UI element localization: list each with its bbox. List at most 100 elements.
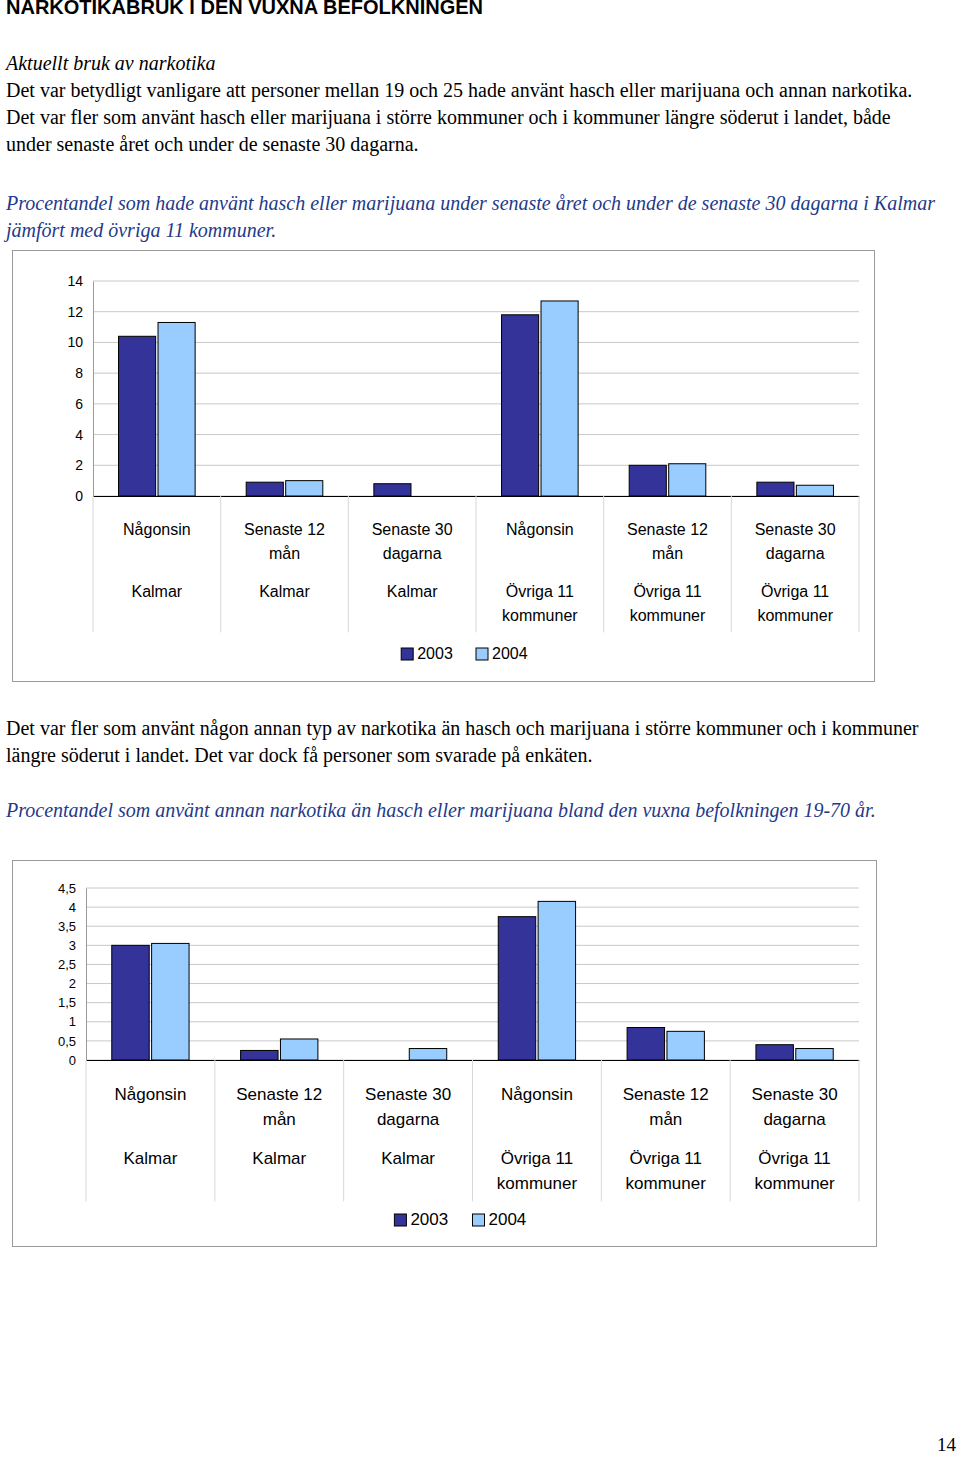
x-axis-label: Senaste 12mån <box>627 521 708 561</box>
x-axis-label: Någonsin <box>506 521 574 538</box>
y-tick-label: 12 <box>67 304 83 320</box>
x-group-axis-tick: Övriga 11kommuner <box>757 496 833 624</box>
x-axis-label: Senaste 12mån <box>236 1085 322 1129</box>
x-group-axis-tick: Kalmar <box>381 1060 435 1168</box>
page-number: 14 <box>937 1434 956 1456</box>
x-group-axis-tick: Kalmar <box>123 1060 177 1168</box>
bar <box>796 485 833 496</box>
bar <box>669 464 706 496</box>
y-tick: 6 <box>75 396 93 412</box>
bar <box>280 1039 317 1060</box>
x-group-axis-label: Övriga 11kommuner <box>502 583 578 623</box>
bar <box>241 1050 278 1060</box>
grid-line <box>93 281 859 282</box>
legend-label: 2004 <box>492 645 528 662</box>
x-axis-tick: Senaste 12mån <box>627 496 708 562</box>
category-separators <box>86 1060 859 1201</box>
bar <box>374 484 411 496</box>
x-group-axis-label: Övriga 11kommuner <box>630 583 706 623</box>
legend-swatch <box>473 1214 485 1226</box>
grid-line <box>86 1021 859 1022</box>
grid-line <box>86 945 859 946</box>
x-axis-tick: Senaste 12mån <box>244 496 325 562</box>
x-group-axis-tick: Kalmar <box>259 496 310 600</box>
y-tick: 2,5 <box>58 957 86 972</box>
bar <box>246 482 283 496</box>
bar <box>541 301 578 496</box>
y-axis-line <box>86 889 87 1061</box>
bar <box>796 1049 833 1060</box>
x-group-axis-label: Övriga 11kommuner <box>757 583 833 623</box>
grid-line <box>86 983 859 984</box>
bar <box>112 945 149 1060</box>
separator <box>730 1060 731 1201</box>
y-tick-label: 2,5 <box>58 957 76 972</box>
y-tick: 1,5 <box>58 995 86 1010</box>
grid <box>93 281 859 496</box>
category-separators <box>93 496 859 632</box>
separator <box>472 1060 473 1201</box>
bar <box>627 1028 664 1060</box>
x-axis-label: Senaste 12mån <box>244 521 325 561</box>
bar <box>286 481 323 496</box>
x-group-axis-label: Kalmar <box>387 583 438 600</box>
grid-line <box>86 1002 859 1003</box>
x-group-axis-tick: Kalmar <box>387 496 438 600</box>
separator <box>214 1060 215 1201</box>
x-axis-tick: Någonsin <box>501 1060 573 1104</box>
bar <box>413 496 450 497</box>
y-tick: 2 <box>69 976 86 991</box>
x-group-axis-label: Övriga 11kommuner <box>626 1149 707 1193</box>
y-tick: 4 <box>75 427 93 443</box>
x-group-axis-tick: Kalmar <box>252 1060 306 1168</box>
x-axis-label: Någonsin <box>501 1085 573 1104</box>
y-tick: 3 <box>69 938 86 953</box>
y-tick-label: 4 <box>75 427 83 443</box>
y-tick: 10 <box>67 334 93 350</box>
separator <box>731 496 732 632</box>
y-tick: 8 <box>75 365 93 381</box>
legend-label: 2003 <box>417 645 453 662</box>
grid <box>86 888 859 1060</box>
y-tick-label: 2 <box>69 976 76 991</box>
separator <box>476 496 477 632</box>
x-group-axis-tick: Kalmar <box>131 496 182 600</box>
x-axis-label: Senaste 12mån <box>623 1085 709 1129</box>
x-axis-tick: Senaste 30dagarna <box>755 496 836 562</box>
heading: NARKOTIKABRUK I DEN VUXNA BEFOLKNINGEN <box>6 0 941 21</box>
bars <box>119 301 834 496</box>
separator <box>220 496 221 632</box>
bar <box>369 1060 406 1061</box>
separator <box>601 1060 602 1201</box>
y-tick: 2 <box>75 457 93 473</box>
y-tick: 1 <box>69 1014 86 1029</box>
grid-line <box>93 403 859 404</box>
x-group-axis-label: Kalmar <box>131 583 182 600</box>
grid-line <box>86 964 859 965</box>
legend-swatch <box>394 1214 406 1226</box>
separator <box>343 1060 344 1201</box>
x-axis-tick: Någonsin <box>123 496 191 538</box>
legend: 2003 2004 <box>401 645 527 662</box>
x-axis-label: Någonsin <box>115 1085 187 1104</box>
y-tick-label: 0 <box>69 1053 76 1068</box>
y-axis-line <box>93 282 94 497</box>
separator <box>859 496 860 632</box>
x-group-axis-tick: Övriga 11kommuner <box>754 1060 835 1193</box>
y-tick-label: 14 <box>67 273 83 289</box>
grid-line <box>93 465 859 466</box>
x-group-axis-tick: Övriga 11kommuner <box>502 496 578 624</box>
y-tick: 0,5 <box>58 1034 86 1049</box>
x-group-axis-label: Övriga 11kommuner <box>497 1149 578 1193</box>
legend-swatch <box>476 648 488 660</box>
bar <box>152 943 189 1060</box>
x-axis-tick: Senaste 12mån <box>623 1060 709 1129</box>
y-tick: 3,5 <box>58 919 86 934</box>
separator <box>348 496 349 632</box>
x-group-axis-label: Kalmar <box>123 1149 177 1168</box>
y-tick: 4,5 <box>58 881 86 896</box>
bar <box>667 1031 704 1060</box>
chart-frame: 00,511,522,533,544,5NågonsinSenaste 12må… <box>12 860 877 1247</box>
bar <box>756 1045 793 1060</box>
y-tick-label: 6 <box>75 396 83 412</box>
